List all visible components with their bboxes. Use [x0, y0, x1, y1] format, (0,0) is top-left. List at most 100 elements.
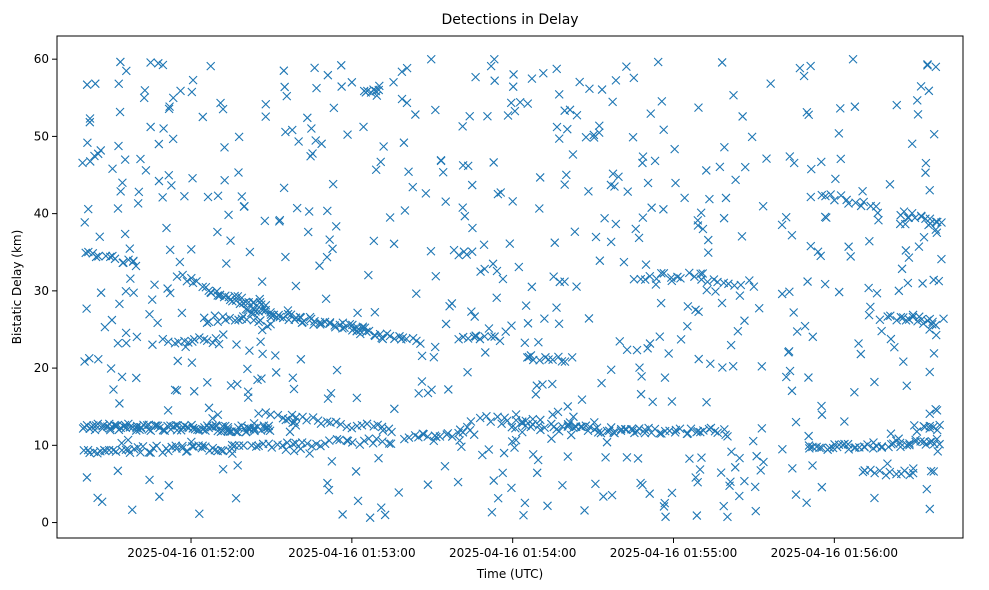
x-tick-label: 2025-04-16 01:55:00: [610, 546, 737, 560]
data-point: [486, 61, 496, 71]
data-point: [719, 142, 729, 152]
data-point: [575, 77, 585, 87]
data-point: [497, 419, 507, 429]
data-point: [690, 272, 699, 282]
data-point: [492, 266, 502, 276]
data-point: [353, 308, 362, 318]
data-point: [121, 338, 131, 348]
data-point: [113, 204, 123, 213]
data-point: [315, 261, 324, 271]
data-point: [858, 186, 867, 196]
data-point: [370, 307, 380, 317]
data-point: [329, 103, 339, 113]
data-point: [421, 188, 431, 198]
data-point: [292, 203, 302, 213]
data-point: [737, 231, 747, 241]
data-point: [608, 169, 618, 179]
data-point: [218, 312, 228, 322]
data-point: [423, 432, 433, 441]
data-point: [511, 435, 521, 445]
data-point: [659, 125, 669, 135]
data-point: [653, 57, 663, 67]
data-point: [136, 154, 145, 164]
data-point: [610, 182, 619, 191]
data-point: [705, 359, 715, 369]
data-point: [331, 221, 341, 231]
data-point: [877, 442, 887, 451]
data-point: [622, 452, 632, 462]
data-point: [495, 336, 505, 346]
data-point: [817, 401, 826, 411]
chart-title: Detections in Delay: [441, 12, 578, 28]
data-point: [164, 480, 174, 490]
data-point: [275, 215, 285, 225]
data-point: [808, 461, 817, 470]
data-point: [210, 445, 220, 455]
data-point: [441, 197, 451, 206]
data-point: [719, 501, 729, 511]
data-point: [194, 509, 204, 519]
data-point: [243, 364, 252, 374]
data-point: [735, 291, 745, 300]
data-point: [935, 439, 944, 449]
data-point: [925, 325, 934, 334]
data-point: [492, 293, 502, 303]
data-point: [635, 363, 644, 373]
data-point: [826, 190, 836, 199]
data-point: [131, 373, 141, 383]
data-point: [83, 204, 93, 214]
data-point: [821, 191, 830, 201]
data-point: [282, 438, 292, 448]
data-point: [875, 466, 885, 476]
data-point: [502, 416, 512, 426]
data-point: [594, 121, 604, 131]
data-point: [825, 443, 834, 453]
data-point: [316, 441, 325, 451]
data-point: [922, 484, 932, 494]
data-point: [703, 248, 713, 258]
data-point: [181, 342, 191, 352]
data-point: [489, 158, 499, 167]
data-point: [655, 332, 665, 342]
data-point: [261, 99, 271, 109]
data-point: [232, 340, 241, 349]
data-point: [260, 216, 270, 226]
data-point: [165, 288, 175, 298]
data-point: [278, 313, 288, 323]
data-point: [925, 421, 935, 431]
data-point: [856, 349, 866, 359]
data-point: [913, 110, 923, 119]
data-point: [323, 394, 333, 404]
data-point: [676, 273, 685, 283]
data-point: [467, 180, 477, 190]
data-point: [80, 218, 90, 227]
data-point: [471, 332, 481, 341]
data-point: [352, 393, 362, 403]
data-point: [924, 86, 934, 96]
data-point: [128, 257, 138, 266]
data-point: [347, 423, 357, 433]
data-point: [935, 420, 945, 430]
data-point: [921, 440, 931, 449]
data-point: [870, 377, 879, 387]
data-point: [245, 247, 255, 257]
data-point: [311, 136, 321, 145]
data-point: [899, 207, 909, 216]
data-point: [204, 403, 214, 413]
data-point: [581, 132, 591, 142]
data-point: [923, 60, 932, 69]
data-point: [408, 182, 418, 192]
data-point: [634, 424, 644, 433]
data-point: [739, 476, 749, 486]
data-point: [515, 97, 525, 107]
data-point: [266, 410, 275, 420]
y-tick-label: 0: [41, 516, 49, 530]
data-point: [659, 204, 668, 214]
data-point: [759, 457, 768, 467]
data-point: [302, 113, 312, 123]
data-point: [153, 318, 163, 328]
data-point: [194, 333, 204, 342]
data-point: [489, 54, 499, 64]
data-point: [647, 203, 657, 213]
